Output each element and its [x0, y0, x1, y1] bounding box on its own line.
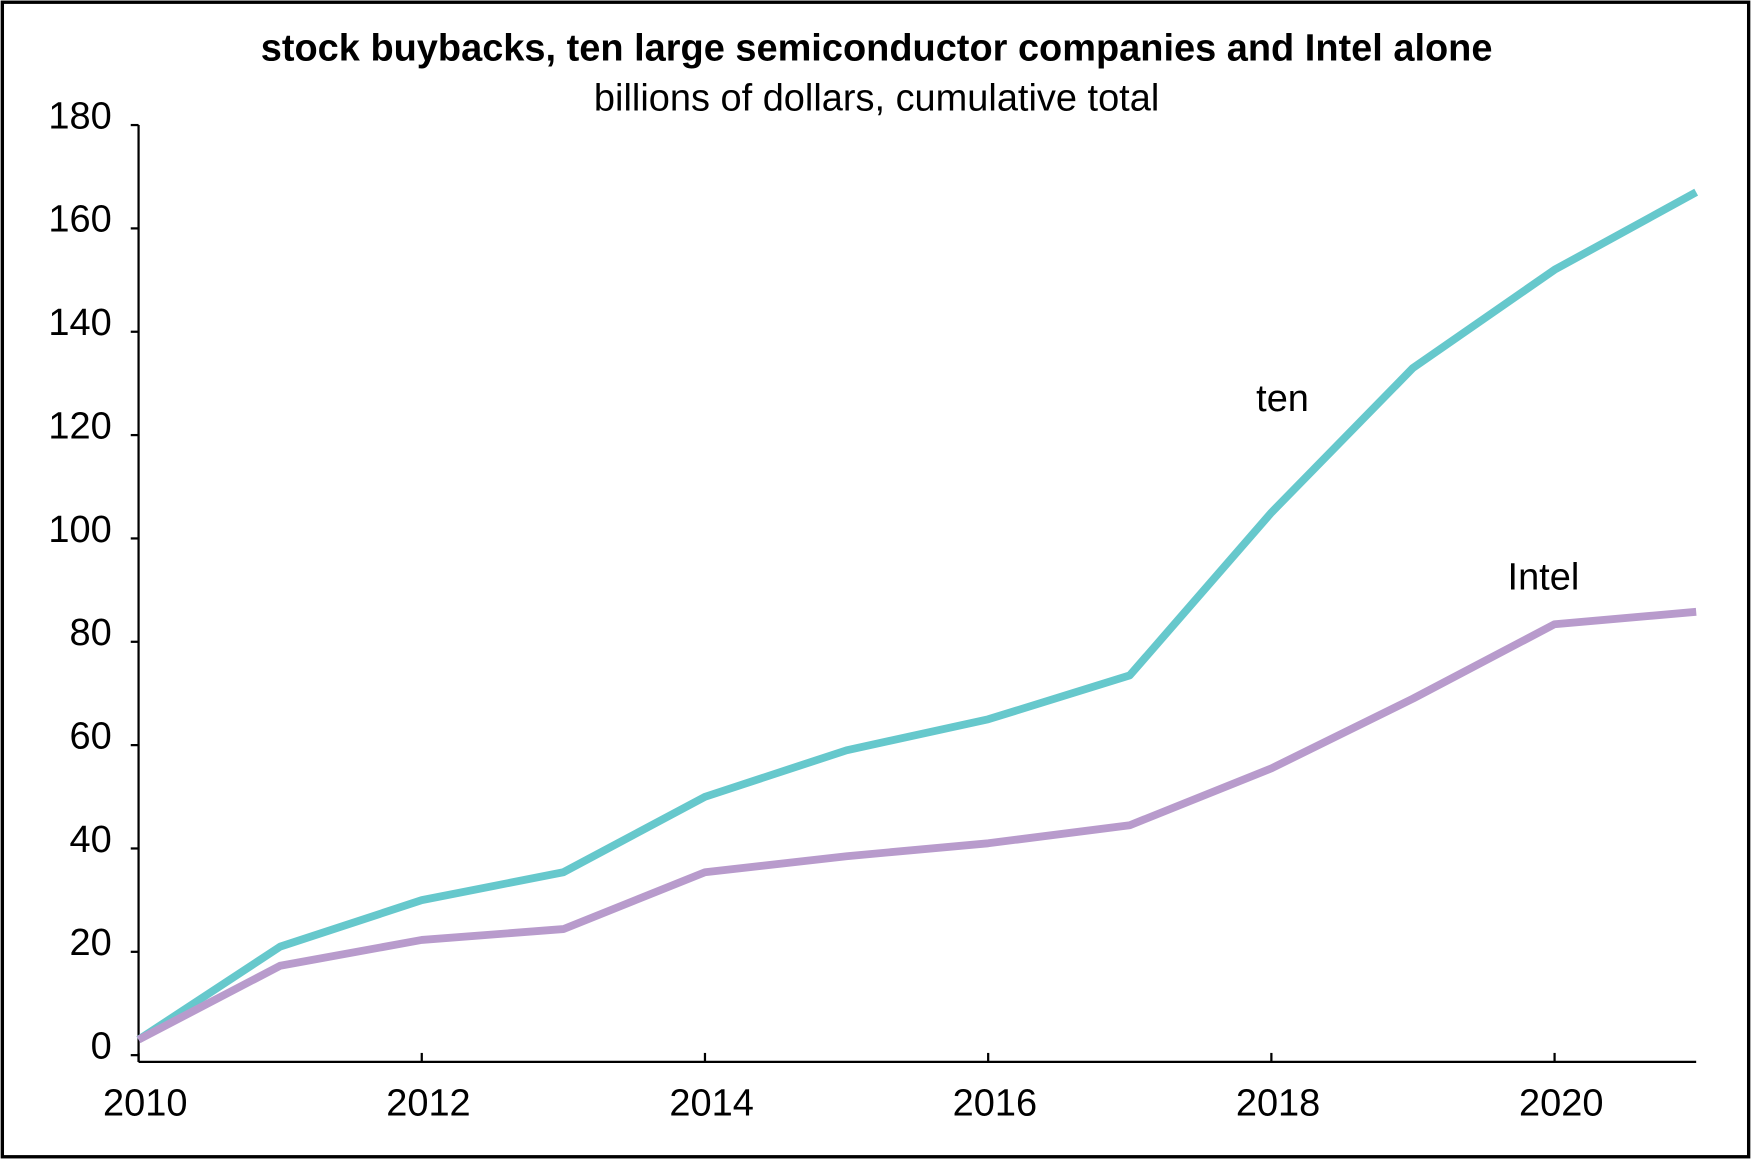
x-tick-label: 2016 [953, 1082, 1037, 1124]
y-tick-label: 60 [70, 715, 112, 757]
x-tick-label: 2012 [386, 1082, 470, 1124]
y-tick-label: 40 [70, 819, 112, 861]
x-tick-label: 2010 [103, 1082, 187, 1124]
chart-title: stock buybacks, ten large semiconductor … [261, 27, 1493, 69]
series-line [136, 607, 1697, 1044]
y-tick-label: 80 [70, 612, 112, 654]
series-line [136, 188, 1699, 1043]
y-tick-label: 100 [48, 509, 111, 551]
x-tick-label: 2014 [669, 1082, 753, 1124]
y-tick-label: 180 [48, 95, 111, 137]
y-tick-label: 0 [91, 1025, 112, 1067]
x-tick-label: 2018 [1236, 1082, 1320, 1124]
y-tick-label: 20 [70, 922, 112, 964]
x-tick-label: 2020 [1519, 1082, 1603, 1124]
y-tick-label: 160 [48, 199, 111, 241]
series-label: Intel [1508, 557, 1580, 599]
y-tick-label: 120 [48, 405, 111, 447]
y-tick-label: 140 [48, 302, 111, 344]
chart-subtitle: billions of dollars, cumulative total [594, 78, 1159, 120]
series-label: ten [1256, 378, 1309, 420]
